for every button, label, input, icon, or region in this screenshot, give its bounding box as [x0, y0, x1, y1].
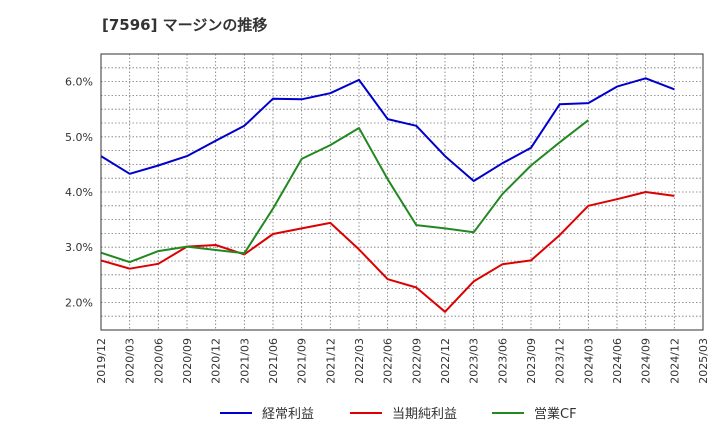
legend-label: 営業CF	[534, 407, 577, 422]
x-tick-label: 2024/06	[611, 338, 624, 384]
legend-label: 当期純利益	[392, 407, 458, 422]
x-tick-label: 2019/12	[95, 338, 108, 384]
x-tick-label: 2020/09	[181, 338, 194, 384]
x-tick-label: 2021/12	[324, 338, 337, 384]
x-tick-label: 2020/12	[210, 338, 223, 384]
x-tick-label: 2025/03	[697, 338, 710, 384]
legend-item: 経常利益	[220, 403, 314, 422]
x-axis-ticks: 2019/12 2020/03 2020/06 2020/09 2020/12 2021/…	[95, 338, 710, 384]
legend-label: 経常利益	[262, 407, 315, 422]
x-tick-label: 2022/03	[353, 338, 366, 384]
x-tick-label: 2023/03	[468, 338, 481, 384]
chart-title: [7596] マージンの推移	[102, 16, 268, 34]
y-tick-label: 4.0%	[65, 186, 93, 199]
legend-swatch	[350, 411, 382, 414]
x-tick-label: 2021/09	[296, 338, 309, 384]
x-tick-label: 2024/03	[582, 338, 595, 384]
grid-lines	[100, 54, 704, 330]
series-lines	[100, 77, 675, 313]
y-tick-label: 3.0%	[65, 241, 93, 254]
series-line	[100, 77, 675, 182]
legend-swatch	[492, 411, 524, 414]
x-tick-label: 2021/03	[238, 338, 251, 384]
x-tick-label: 2023/12	[554, 338, 567, 384]
x-tick-label: 2024/09	[640, 338, 653, 384]
x-tick-label: 2022/12	[439, 338, 452, 384]
x-tick-label: 2023/06	[496, 338, 509, 384]
plot-area	[100, 53, 704, 331]
legend-item: 当期純利益	[350, 403, 457, 422]
series-line	[100, 191, 675, 313]
legend-item: 営業CF	[492, 403, 577, 422]
legend: 経常利益 当期純利益 営業CF	[0, 403, 720, 429]
y-tick-label: 2.0%	[65, 296, 93, 309]
y-tick-label: 6.0%	[65, 76, 93, 89]
y-tick-label: 5.0%	[65, 131, 93, 144]
x-tick-label: 2021/06	[267, 338, 280, 384]
y-axis-ticks: 2.0% 3.0% 4.0% 5.0% 6.0%	[65, 76, 93, 310]
x-tick-label: 2022/06	[382, 338, 395, 384]
series-line	[100, 119, 589, 264]
x-tick-label: 2023/09	[525, 338, 538, 384]
x-tick-label: 2024/12	[668, 338, 681, 384]
x-tick-label: 2022/09	[410, 338, 423, 384]
x-tick-label: 2020/06	[152, 338, 165, 384]
x-tick-label: 2020/03	[124, 338, 137, 384]
legend-swatch	[220, 411, 252, 414]
